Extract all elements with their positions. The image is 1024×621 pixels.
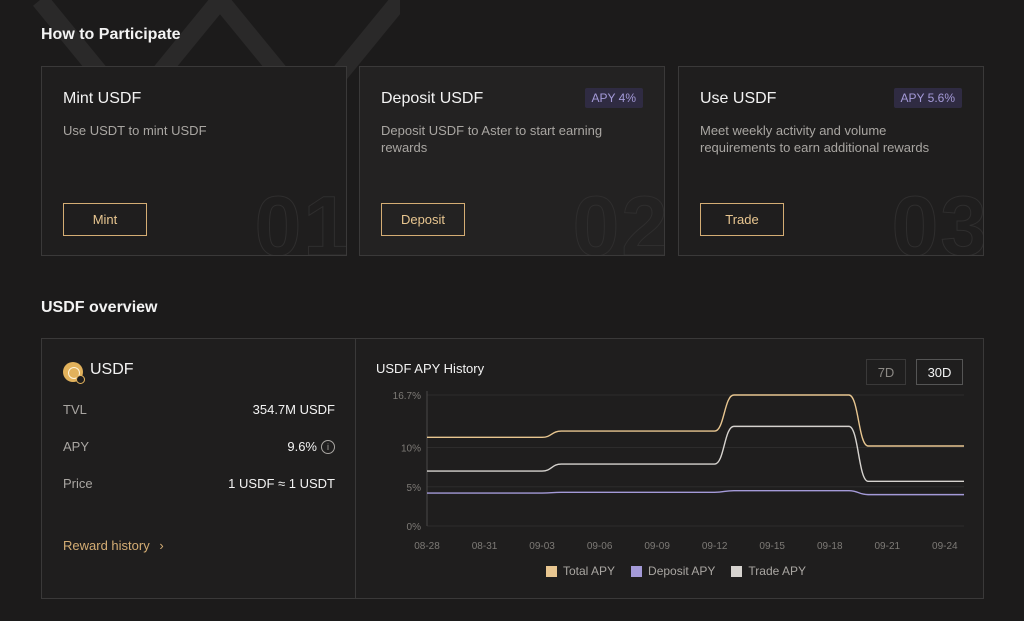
apy-history-chart-panel: 0% 5% 10% 16.7% 08-28 08-31 09-03 09-06 09-09 09-… (357, 339, 983, 598)
x-tick-label: 09-12 (702, 541, 728, 552)
x-tick-label: 09-18 (817, 541, 843, 552)
step-number: 03 (891, 179, 984, 256)
stat-row-apy: APY 9.6% i (63, 439, 335, 454)
step-number: 02 (572, 179, 665, 256)
x-tick-label: 08-28 (414, 541, 440, 552)
series-line-deposit-apy (427, 490, 964, 496)
x-tick-label: 08-31 (472, 541, 498, 552)
legend-swatch (546, 565, 557, 577)
x-tick-label: 09-03 (529, 541, 555, 552)
card-title: Mint USDF (63, 90, 142, 107)
legend-label: Deposit APY (648, 564, 716, 578)
apy-badge: APY 4% (584, 88, 643, 108)
legend-item-trade[interactable]: Trade APY (731, 564, 806, 578)
x-tick-label: 09-21 (874, 541, 900, 552)
usdf-overview-panel: USDF TVL 354.7M USDF APY 9.6% i Price 1 … (41, 338, 984, 599)
stat-label: Price (63, 476, 93, 491)
network-badge-icon (76, 375, 85, 384)
y-tick-label: 16.7% (393, 391, 421, 402)
step-number: 01 (254, 179, 347, 256)
range-7d-button[interactable]: 7D (866, 359, 906, 385)
stat-label: TVL (63, 402, 87, 417)
chart-legend: Total APY Deposit APY Trade APY (546, 564, 806, 578)
mint-button[interactable]: Mint (63, 203, 147, 236)
card-description: Meet weekly activity and volume requirem… (700, 123, 930, 155)
legend-swatch (731, 565, 743, 577)
reward-history-link[interactable]: Reward history › (63, 538, 164, 553)
trade-button[interactable]: Trade (700, 203, 784, 236)
mint-card: 01 Mint USDF Use USDT to mint USDF Mint (41, 66, 347, 256)
chart-title: USDF APY History (376, 361, 485, 376)
legend-swatch (631, 565, 643, 577)
overview-stats: USDF TVL 354.7M USDF APY 9.6% i Price 1 … (42, 339, 356, 598)
reward-history-label: Reward history (63, 538, 150, 553)
card-title: Deposit USDF (381, 90, 484, 107)
x-tick-label: 09-15 (759, 541, 785, 552)
series-line-trade-apy (427, 425, 964, 482)
apy-history-chart: 0% 5% 10% 16.7% 08-28 08-31 09-03 09-06 09-09 09-… (393, 391, 964, 552)
legend-item-total[interactable]: Total APY (546, 564, 615, 578)
use-card: 03 Use USDF APY 5.6% Meet weekly activit… (678, 66, 984, 256)
chevron-right-icon: › (159, 538, 164, 553)
apy-badge: APY 5.6% (893, 88, 962, 108)
stat-value: 354.7M USDF (252, 402, 335, 417)
stat-label: APY (63, 439, 90, 454)
y-tick-label: 10% (401, 444, 421, 455)
x-tick-label: 09-09 (644, 541, 670, 552)
x-tick-label: 09-24 (932, 541, 958, 552)
series-line-total-apy (427, 394, 964, 447)
legend-label: Trade APY (748, 564, 806, 578)
card-title: Use USDF (700, 90, 777, 107)
y-tick-label: 0% (407, 522, 422, 533)
x-tick-label: 09-06 (587, 541, 613, 552)
card-description: Deposit USDF to Aster to start earning r… (381, 123, 603, 155)
card-description: Use USDT to mint USDF (63, 123, 207, 138)
stat-row-tvl: TVL 354.7M USDF (63, 402, 335, 417)
stat-row-price: Price 1 USDF ≈ 1 USDT (63, 476, 335, 491)
legend-label: Total APY (563, 564, 616, 578)
range-30d-button[interactable]: 30D (916, 359, 963, 385)
deposit-button[interactable]: Deposit (381, 203, 465, 236)
stat-value: 9.6% (287, 439, 317, 454)
deposit-card: 02 Deposit USDF APY 4% Deposit USDF to A… (359, 66, 665, 256)
legend-item-deposit[interactable]: Deposit APY (631, 564, 715, 578)
section-title-usdf-overview: USDF overview (41, 299, 158, 316)
info-icon[interactable]: i (321, 439, 335, 454)
section-title-how-to-participate: How to Participate (41, 26, 181, 43)
stat-value: 1 USDF ≈ 1 USDT (228, 476, 335, 491)
asset-name: USDF (90, 361, 134, 378)
y-tick-label: 5% (407, 483, 422, 494)
